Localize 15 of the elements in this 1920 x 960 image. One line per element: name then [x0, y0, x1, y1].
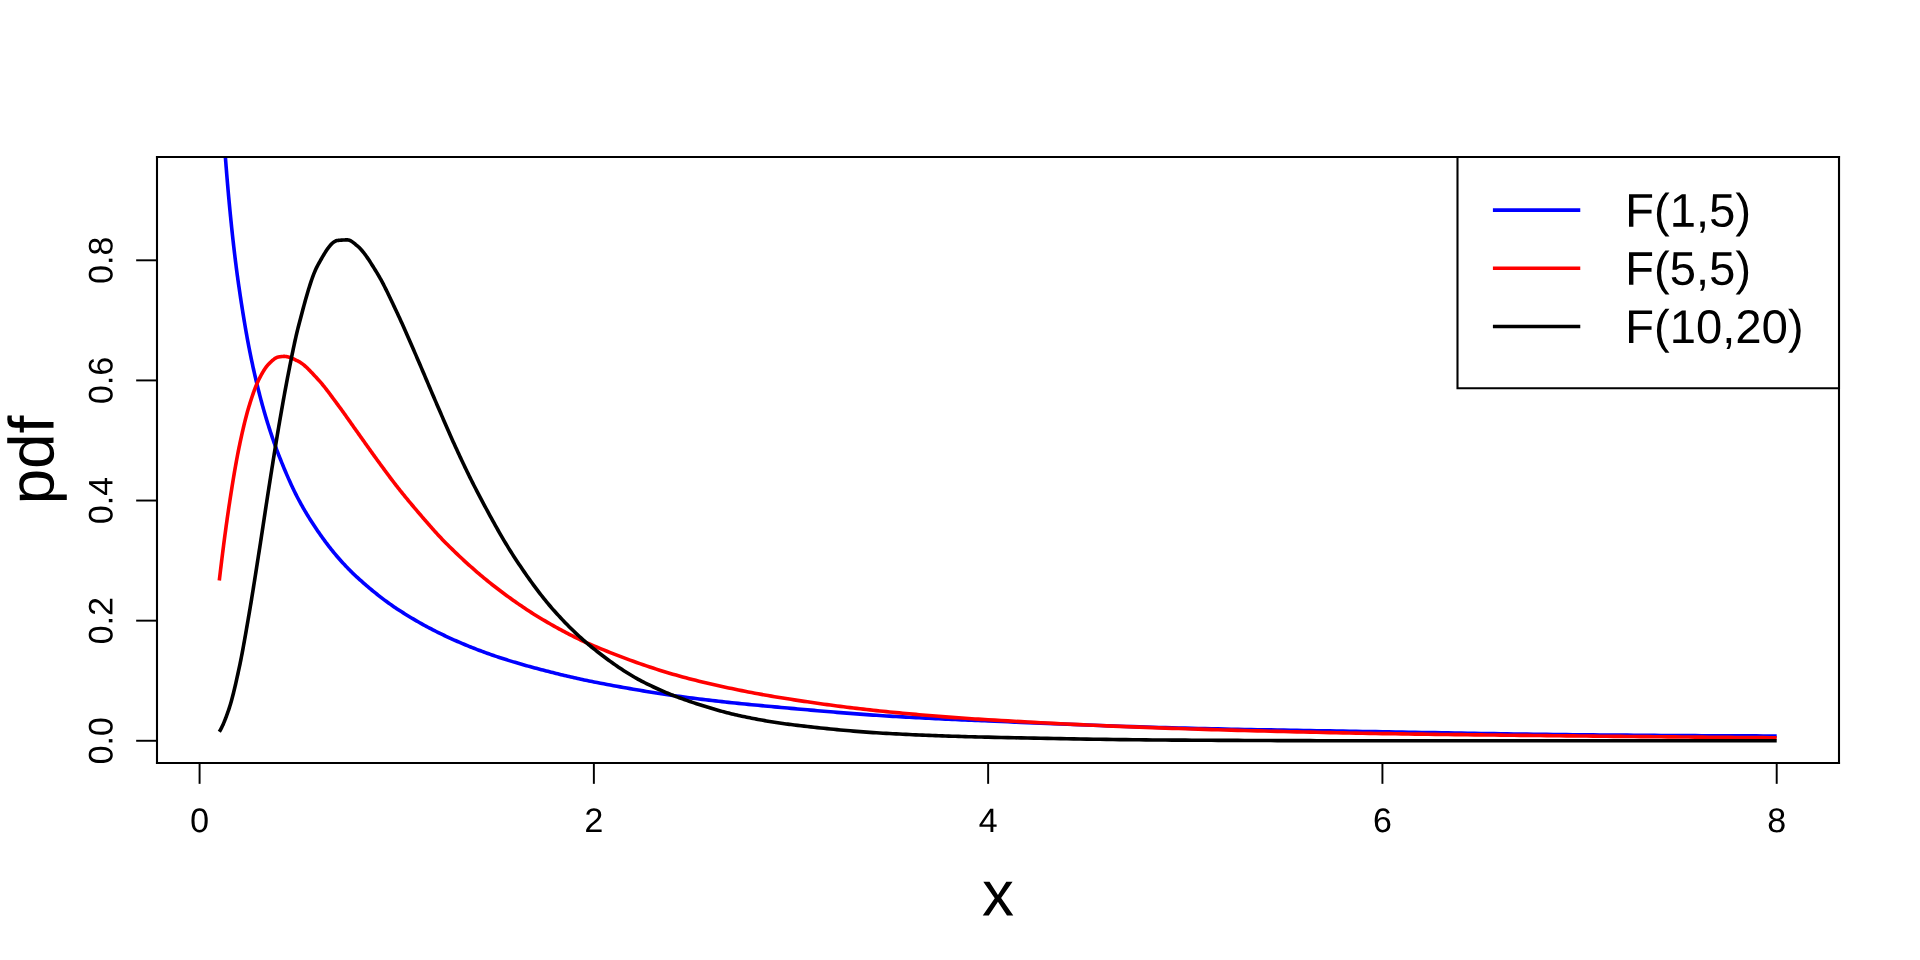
- x-tick-label: 6: [1374, 808, 1391, 833]
- x-tick-label: 4: [979, 808, 997, 833]
- y-tick-label: 0.2: [88, 598, 113, 643]
- x-axis-title: x: [982, 881, 1014, 916]
- legend-label: F(10,20): [1629, 308, 1801, 353]
- x-tick-label: 2: [586, 808, 602, 833]
- x-tick-label: 8: [1768, 808, 1785, 833]
- y-tick-label: 0.8: [88, 238, 113, 283]
- y-tick-label: 0.6: [88, 358, 113, 403]
- legend-label: F(1,5): [1629, 192, 1749, 237]
- legend-label: F(5,5): [1629, 250, 1749, 295]
- y-tick-label: 0.4: [88, 477, 113, 523]
- x-tick-label: 0: [191, 808, 208, 833]
- y-tick-label: 0.0: [88, 718, 113, 764]
- y-axis-title: pdf: [7, 415, 67, 501]
